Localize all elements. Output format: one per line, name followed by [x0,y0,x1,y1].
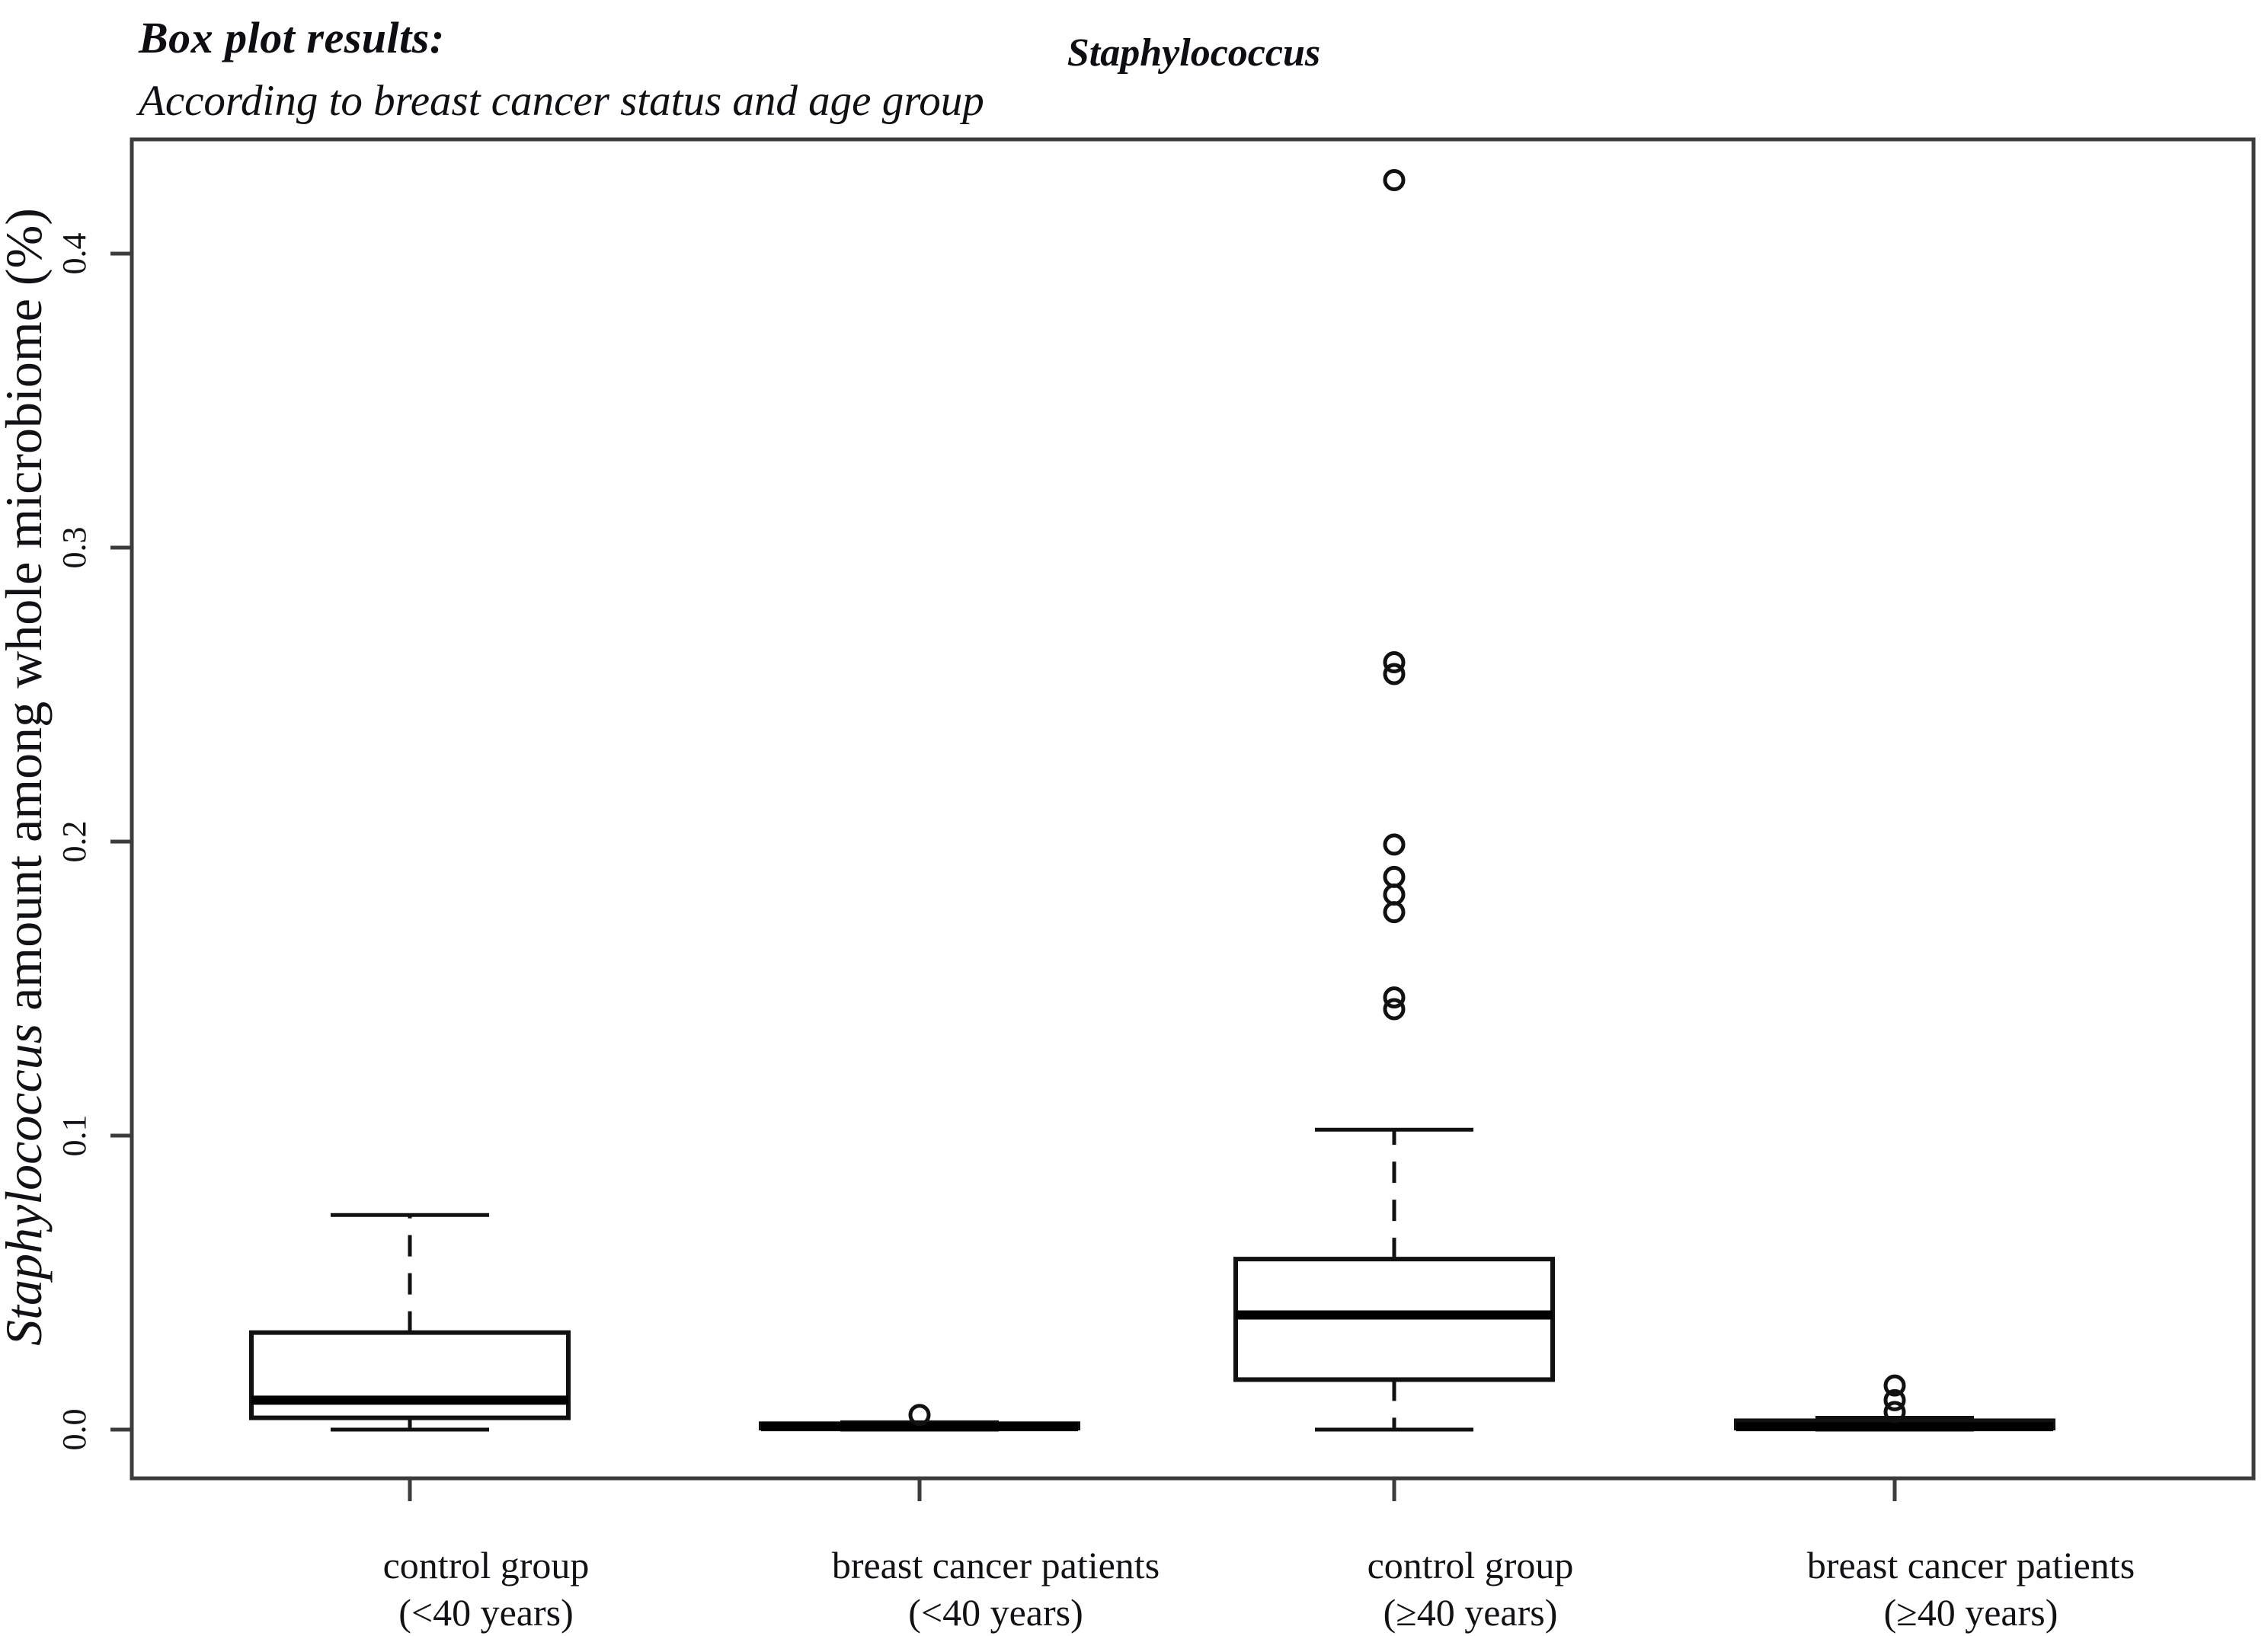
outlier-point [1383,883,1406,906]
outlier-point [1383,663,1406,685]
x-category-label-line2: (≥40 years) [1384,1591,1558,1634]
y-axis-label-genus: Staphylococcus [0,1024,53,1346]
x-category-label-line2: (<40 years) [398,1591,574,1634]
outlier-point [1383,901,1406,924]
figure-subtitle: According to breast cancer status and ag… [139,77,984,125]
x-category-label-line1: control group [1368,1544,1574,1586]
x-category-label-line2: (≥40 years) [1884,1591,2058,1634]
y-tick-label: 0.0 [56,1409,93,1451]
outlier-point [1383,986,1406,1009]
box-group-1: control group (<40 years) [249,1213,590,1634]
x-category-label-line1: control group [383,1544,590,1586]
y-tick-label: 0.3 [56,527,93,569]
outlier-point [1883,1374,1906,1397]
plot-frame [130,137,2256,1481]
x-category-label-line1: breast cancer patients [832,1544,1160,1586]
box-group-2: breast cancer patients (<40 years) [759,1404,1160,1634]
y-axis-label-rest: amount among whole microbiome (%) [0,208,53,1024]
y-tick-label: 0.4 [56,233,93,275]
x-category-label-line2: (<40 years) [908,1591,1083,1634]
outlier-point [908,1404,931,1427]
box-group-3: control group (≥40 years) [1233,169,1574,1634]
y-axis-label: Staphylococcus amount among whole microb… [0,208,53,1346]
figure-title: Box plot results: [139,13,445,62]
y-tick-label: 0.1 [56,1115,93,1157]
box-group-4: breast cancer patients (≥40 years) [1734,1374,2135,1634]
outlier-point [1383,833,1406,856]
outlier-point [1383,651,1406,674]
outlier-point [1383,998,1406,1021]
outlier-point [1883,1401,1906,1424]
y-tick-label: 0.2 [56,821,93,863]
iqr-box [249,1330,571,1420]
outlier-point [1883,1388,1906,1411]
outlier-point [1383,169,1406,191]
x-category-label-line1: breast cancer patients [1807,1544,2135,1586]
outlier-point [1383,865,1406,888]
plot-title: Staphylococcus [1067,31,1321,75]
